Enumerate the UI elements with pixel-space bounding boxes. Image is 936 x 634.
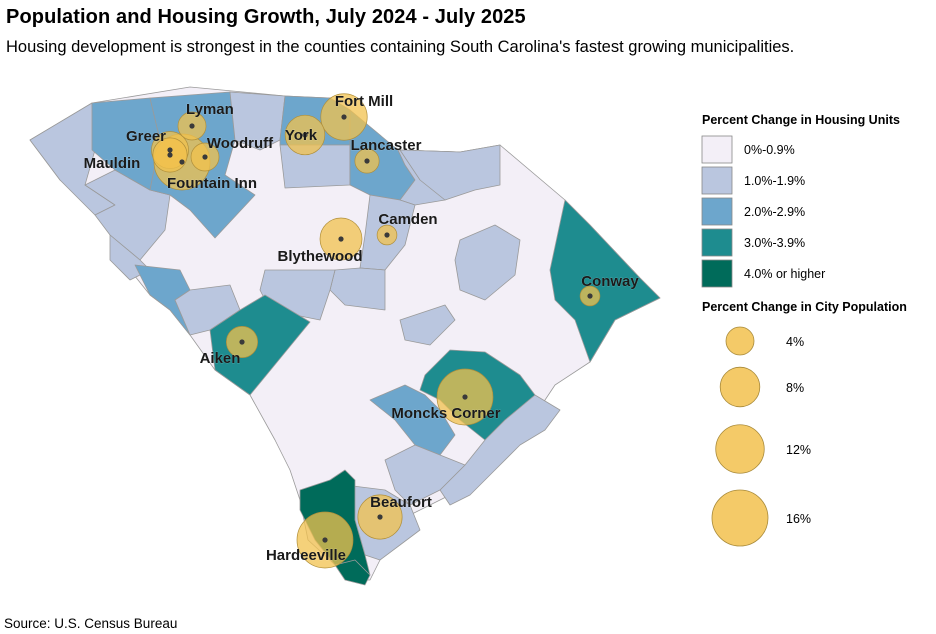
city-label: Hardeeville xyxy=(266,547,346,564)
source-note: Source: U.S. Census Bureau xyxy=(4,616,178,631)
city-label: Lancaster xyxy=(351,137,422,154)
county-sumter xyxy=(454,224,521,301)
population-legend-symbols: 4% 8% 12% 16% xyxy=(711,326,811,547)
county-horry xyxy=(549,199,661,363)
city-point xyxy=(202,154,208,160)
city-point xyxy=(302,132,308,138)
county-cherokee xyxy=(229,91,286,151)
city-point xyxy=(338,236,344,242)
city-label: Conway xyxy=(581,273,639,290)
housing-legend: Percent Change in Housing Units 0%-0.9% 1… xyxy=(701,113,900,288)
population-legend-title: Percent Change in City Population xyxy=(702,300,907,314)
city-labels: Lyman Greer Woodruff Mauldin Fountain Inn Yor… xyxy=(83,93,639,565)
county-darlington xyxy=(399,144,501,201)
county-dorchester xyxy=(369,384,456,456)
county-aiken xyxy=(209,294,311,396)
county-jasper-coast xyxy=(334,559,371,586)
city-point xyxy=(179,159,185,165)
population-symbol xyxy=(725,326,755,356)
city-label: Beaufort xyxy=(370,494,432,511)
city-point xyxy=(462,394,468,400)
city-point xyxy=(239,339,245,345)
city-point xyxy=(377,514,383,520)
city-label: Lyman xyxy=(186,101,234,118)
housing-swatch xyxy=(701,166,733,195)
housing-swatch-label: 3.0%-3.9% xyxy=(744,236,805,250)
population-symbol-label: 4% xyxy=(786,335,804,349)
city-point xyxy=(167,147,173,153)
housing-swatch xyxy=(701,228,733,257)
city-label: Fountain Inn xyxy=(167,175,257,192)
city-point xyxy=(322,537,328,543)
city-label: Blythewood xyxy=(278,248,363,265)
city-point xyxy=(167,152,173,158)
population-symbol-label: 12% xyxy=(786,443,811,457)
city-point xyxy=(189,123,195,129)
housing-swatch-label: 1.0%-1.9% xyxy=(744,174,805,188)
map-subtitle: Housing development is strongest in the … xyxy=(6,38,795,56)
city-point xyxy=(384,232,390,238)
county-colleton xyxy=(384,444,466,506)
city-label: Woodruff xyxy=(207,135,274,152)
housing-swatch xyxy=(701,197,733,226)
population-symbol-label: 8% xyxy=(786,381,804,395)
city-label: Moncks Corner xyxy=(391,405,500,422)
city-label: Greer xyxy=(126,128,166,145)
city-label: Fort Mill xyxy=(335,93,393,110)
housing-swatch xyxy=(701,135,733,164)
city-label: Mauldin xyxy=(84,155,141,172)
population-symbol xyxy=(719,366,761,408)
housing-swatch xyxy=(701,259,733,288)
housing-swatch-label: 4.0% or higher xyxy=(744,267,825,281)
population-symbol xyxy=(711,489,769,547)
city-bubbles xyxy=(151,93,601,569)
housing-swatch-label: 2.0%-2.9% xyxy=(744,205,805,219)
map-title: Population and Housing Growth, July 2024… xyxy=(6,6,526,28)
city-label: York xyxy=(285,127,318,144)
county-calhoun xyxy=(399,304,456,346)
city-label: Camden xyxy=(378,211,437,228)
population-symbol-label: 16% xyxy=(786,512,811,526)
housing-legend-title: Percent Change in Housing Units xyxy=(702,113,900,127)
city-point xyxy=(341,114,347,120)
population-legend: Percent Change in City Population 4% 8% 12… xyxy=(702,300,907,547)
housing-legend-swatches: 0%-0.9% 1.0%-1.9% 2.0%-2.9% 3.0%-3.9% 4.0% o… xyxy=(701,135,825,288)
housing-swatch-label: 0%-0.9% xyxy=(744,143,795,157)
city-point xyxy=(364,158,370,164)
population-symbol xyxy=(715,424,765,474)
city-point xyxy=(587,293,593,299)
city-label: Aiken xyxy=(200,350,241,367)
